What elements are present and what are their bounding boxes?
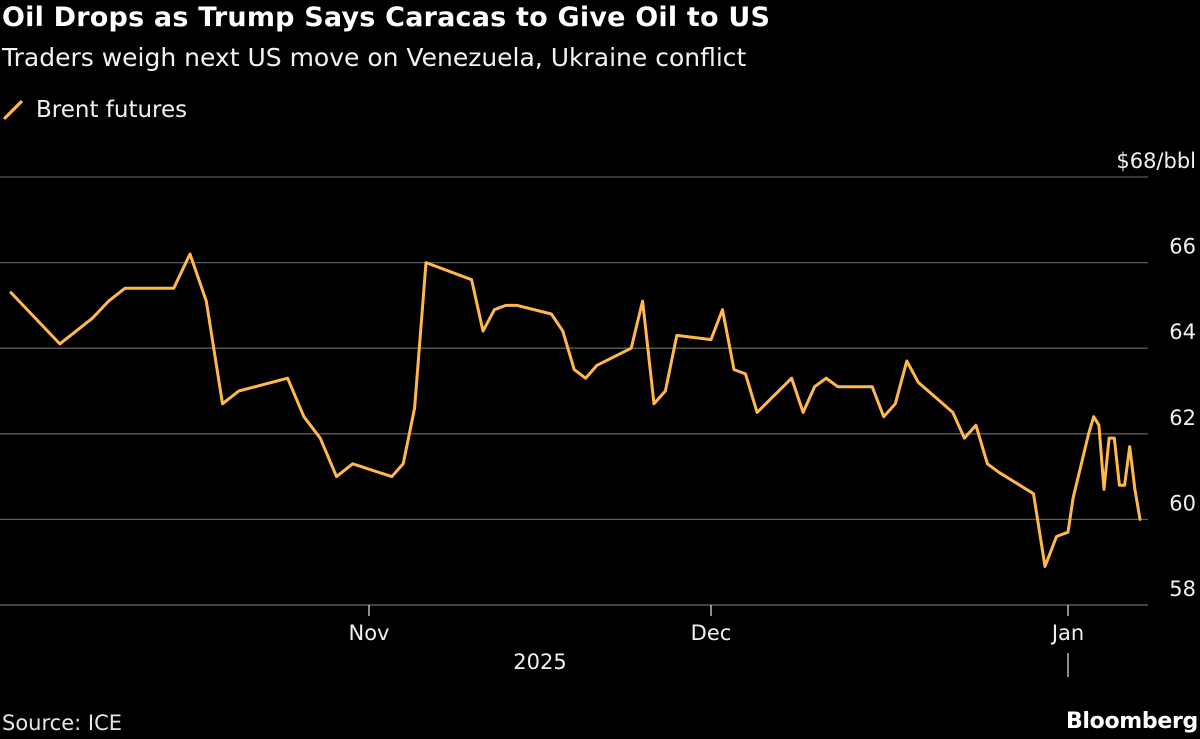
y-tick-label-58: 58: [1169, 577, 1196, 601]
bloomberg-logo: Bloomberg: [1065, 709, 1198, 734]
x-axis: Nov Dec Jan 2025: [349, 605, 1084, 677]
y-tick-label-66: 66: [1169, 235, 1196, 259]
y-tick-label-64: 64: [1169, 320, 1196, 344]
y-axis-labels: $68/bbl 66 64 62 60 58: [1116, 149, 1196, 601]
legend-swatch-line-icon: [3, 100, 23, 120]
chart-title: Oil Drops as Trump Says Caracas to Give …: [2, 2, 771, 33]
x-tick-label-dec: Dec: [691, 621, 732, 645]
y-tick-label-62: 62: [1169, 406, 1196, 430]
legend: Brent futures: [2, 97, 187, 123]
x-tick-label-nov: Nov: [349, 621, 390, 645]
gridlines: [0, 176, 1148, 606]
y-tick-label-68: $68/bbl: [1116, 149, 1196, 173]
series-line-brent-futures: [9, 252, 1142, 568]
legend-label: Brent futures: [36, 97, 188, 123]
chart-subtitle: Traders weigh next US move on Venezuela,…: [2, 43, 747, 72]
source-note: Source: ICE: [2, 711, 123, 735]
y-tick-label-60: 60: [1169, 491, 1196, 515]
series-layer: [9, 252, 1142, 568]
x-tick-label-jan: Jan: [1050, 621, 1084, 645]
x-year-label: 2025: [513, 650, 566, 674]
